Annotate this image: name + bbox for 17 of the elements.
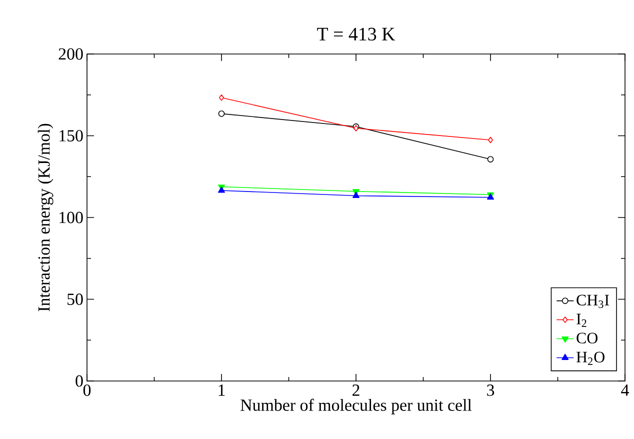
legend-label: CO [576,332,598,344]
y-tick-label: 100 [60,212,83,224]
x-axis-title: Number of molecules per unit cell [240,398,472,414]
x-tick-label: 3 [487,384,494,396]
x-tick-label: 2 [352,384,360,396]
x-tick-label: 0 [83,384,91,396]
y-tick-label: 200 [58,48,83,60]
y-tick-label: 0 [76,375,83,387]
legend-label: CH$_{3}$I [576,294,609,308]
x-tick-label: 4 [621,384,629,396]
legend-label: I$_{2}$ [576,314,586,327]
y-tick-label: 50 [68,294,83,305]
legend-label: H$_{2}$O [576,352,604,365]
y-tick-label: 150 [60,130,83,142]
chart-title: T = 413 K [317,28,396,40]
y-axis-title: Interaction energy (KJ/mol) [38,124,54,312]
x-tick-label: 1 [218,384,225,396]
